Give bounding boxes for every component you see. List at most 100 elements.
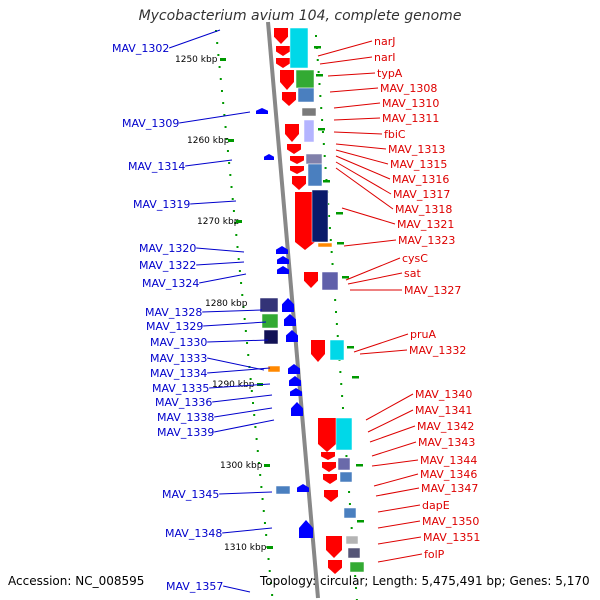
left-label-leader [223,585,251,593]
gene-feature-box [263,329,279,345]
reverse-gene-arrow [277,256,289,264]
gene-feature-box [289,27,309,69]
gene-feature-box [343,507,357,519]
left-gene-label: MAV_1328 [145,306,202,319]
scale-dot [255,438,258,440]
scale-dot [247,354,250,356]
right-label-leader [317,40,373,57]
right-label-leader [353,333,409,353]
scale-dot [234,222,237,224]
reverse-gene-arrow [288,364,300,374]
right-gene-label: MAV_1342 [417,420,474,433]
scale-dot [260,486,263,488]
genome-stats-label: Topology: circular; Length: 5,475,491 bp… [260,574,590,588]
scale-dot [240,282,243,284]
scale-tick [342,276,349,279]
scale-dot [350,527,353,529]
scale-dot [328,227,331,229]
gene-feature-box [321,271,339,291]
forward-gene-arrow [323,474,337,484]
right-gene-label: MAV_1327 [404,284,461,297]
right-label-leader [319,56,373,65]
scale-dot [246,342,249,344]
gene-feature-box [297,87,315,103]
scale-dot [271,594,274,596]
scale-tick [357,520,364,523]
right-gene-label: MAV_1311 [382,112,439,125]
scale-dot [323,155,326,157]
kbp-tick [220,58,226,61]
left-label-leader [207,357,265,371]
left-gene-label: MAV_1345 [162,488,219,501]
gene-feature-box [295,69,315,89]
left-label-leader [212,394,273,403]
right-gene-label: dapE [422,499,450,512]
kbp-label: 1300 kbp [220,461,263,471]
forward-gene-arrow [318,418,336,452]
right-gene-label: narJ [374,35,395,48]
reverse-gene-arrow [299,520,313,538]
scale-dot [229,174,232,176]
right-gene-label: MAV_1317 [393,188,450,201]
right-label-leader [365,393,414,421]
right-label-leader [377,536,422,545]
left-label-leader [214,407,273,418]
forward-gene-arrow [274,28,288,44]
right-label-leader [335,167,394,210]
scale-dot [318,83,321,85]
right-label-leader [371,459,419,467]
scale-dot [345,455,348,457]
right-label-leader [345,257,401,281]
scale-dot [262,510,265,512]
scale-dot [328,215,331,217]
reverse-gene-arrow [277,266,289,274]
kbp-label: 1290 kbp [212,380,255,390]
right-gene-label: MAV_1315 [390,158,447,171]
right-label-leader [341,207,396,225]
forward-gene-arrow [276,46,290,56]
scale-dot [267,558,270,560]
scale-dot [336,335,339,337]
gene-feature-box [311,189,329,243]
scale-dot [335,311,338,313]
right-gene-label: narI [374,51,395,64]
right-label-leader [335,161,392,195]
left-gene-label: MAV_1335 [152,382,209,395]
kbp-label: 1260 kbp [187,136,230,146]
scale-dot [250,390,253,392]
left-label-leader [169,29,221,49]
kbp-tick [267,546,273,549]
right-label-leader [327,72,376,77]
scale-tick [318,128,325,131]
scale-dot [230,186,233,188]
reverse-gene-arrow [297,484,309,492]
left-label-leader [207,339,269,343]
scale-dot [257,462,260,464]
accession-label: Accession: NC_008595 [8,574,145,588]
scale-dot [341,407,344,409]
left-label-leader [179,111,251,124]
right-gene-label: cysC [402,252,428,265]
left-label-leader [203,321,267,327]
scale-dot [317,71,320,73]
reverse-gene-arrow [286,330,298,342]
right-gene-label: folP [424,548,445,561]
right-gene-label: sat [404,267,421,280]
scale-dot [253,414,256,416]
reverse-gene-arrow [264,154,274,160]
kbp-tick [264,464,270,467]
forward-gene-arrow [282,92,296,106]
right-gene-label: typA [377,67,403,80]
scale-dot [319,95,322,97]
right-label-leader [333,117,381,121]
gene-feature-box [307,163,323,187]
scale-dot [219,78,222,80]
kbp-label: 1270 kbp [197,217,240,227]
scale-dot [238,270,241,272]
scale-dot [242,306,245,308]
scale-tick [316,74,323,77]
right-label-leader [377,504,421,513]
scale-dot [218,66,221,68]
